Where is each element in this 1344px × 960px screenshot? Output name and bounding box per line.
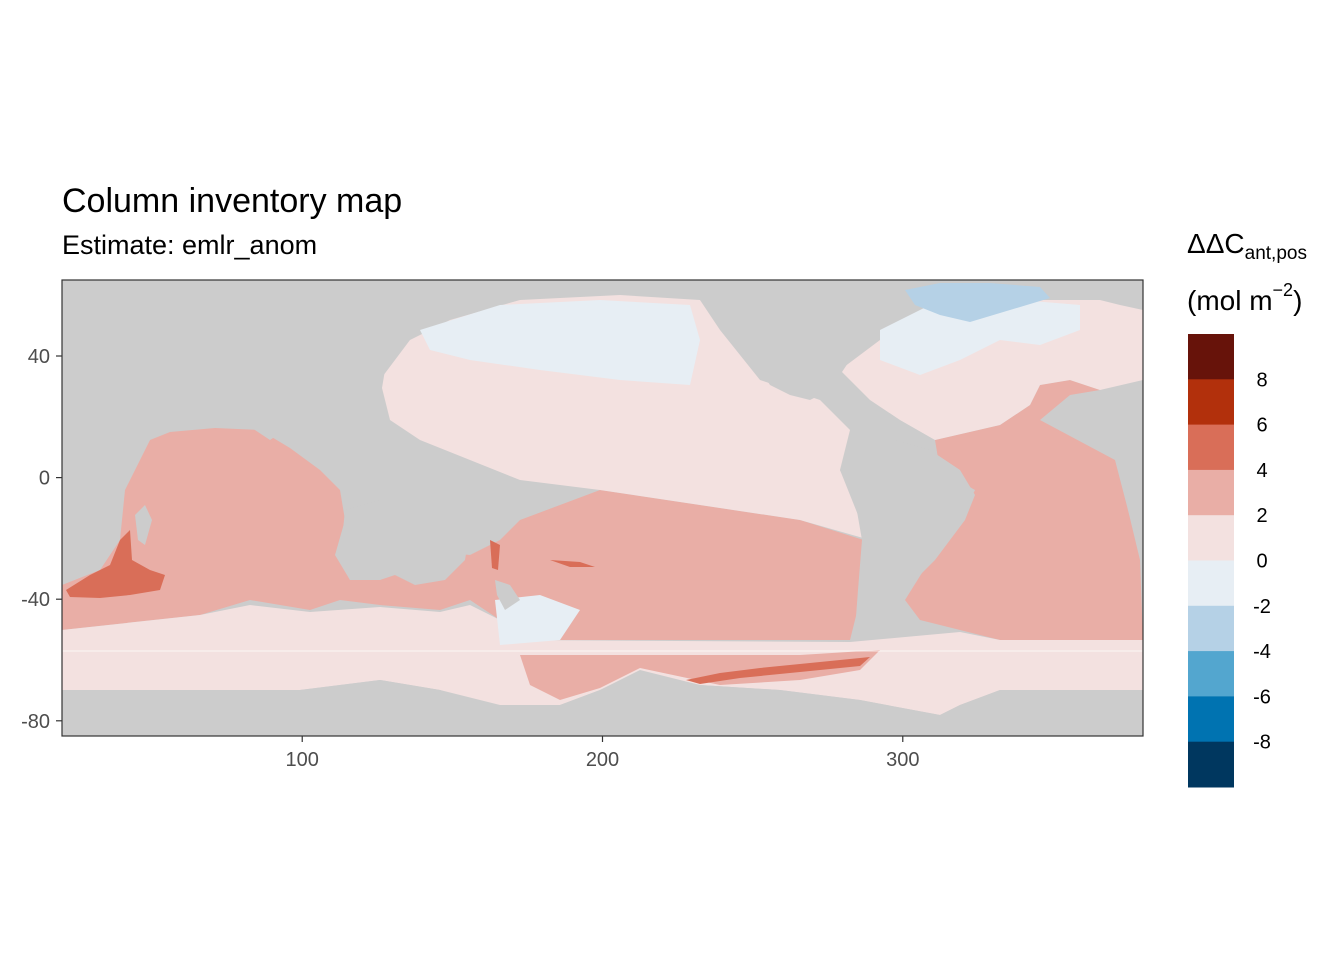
hotspot-agulhas (66, 530, 165, 598)
ocean-regions (62, 283, 1143, 715)
legend-label: 2 (1256, 505, 1267, 527)
legend-label: 4 (1256, 460, 1267, 482)
land-asia (62, 280, 420, 440)
legend-label: -2 (1253, 596, 1271, 618)
chart-title: Column inventory map (62, 182, 403, 220)
legend-swatch (1188, 651, 1234, 697)
legend-label: -4 (1253, 641, 1271, 663)
legend-swatch (1188, 605, 1234, 652)
y-tick-label: -80 (21, 711, 50, 733)
land-north-america (690, 280, 900, 400)
legend-title: ΔΔCant,pos (1187, 228, 1307, 265)
land-antarctica (62, 672, 1143, 736)
x-axis: 100 200 300 (286, 736, 919, 771)
x-tick-label: 300 (886, 749, 919, 771)
legend-swatch (1188, 560, 1234, 607)
land-australia (340, 485, 470, 585)
y-axis: 40 0 -40 -80 (21, 346, 62, 733)
legend-swatch (1188, 696, 1234, 743)
legend-swatch (1188, 379, 1234, 426)
legend-swatch (1188, 741, 1234, 788)
landmasses (62, 280, 1143, 736)
region-indo-pacific-south (62, 428, 870, 640)
legend-label: -6 (1253, 686, 1271, 708)
legend-swatch (1188, 334, 1234, 380)
land-greenland-europe (1090, 280, 1143, 310)
legend-swatch (1188, 424, 1234, 471)
land-indonesia (330, 450, 460, 480)
hotspot-tasman (490, 540, 500, 570)
land-africa-west (1040, 390, 1143, 560)
legend-swatch (1188, 469, 1234, 516)
x-tick-label: 100 (286, 749, 319, 771)
region-southern-negative-1 (495, 595, 580, 645)
legend-unit: (mol m−2) (1187, 280, 1302, 317)
hotspot-southern-pacific (686, 657, 870, 684)
legend-swatch (1188, 515, 1234, 561)
land-madagascar (135, 505, 152, 545)
region-atlantic (905, 380, 1143, 640)
map-panel (61, 279, 1144, 737)
hotspot-south-pacific (550, 560, 595, 567)
land-africa-east-edge (62, 290, 160, 580)
y-tick-label: 0 (39, 468, 50, 490)
legend-unit-prefix: (mol m (1187, 285, 1273, 316)
legend-label: -8 (1253, 732, 1271, 754)
region-arctic-negative (905, 283, 1050, 322)
chart-subtitle: Estimate: emlr_anom (62, 230, 318, 260)
legend-unit-suffix: ) (1293, 285, 1303, 316)
y-tick-label: 40 (28, 346, 50, 368)
legend-label: 0 (1256, 551, 1267, 573)
land-south-america (840, 440, 975, 640)
land-new-zealand (495, 580, 520, 610)
x-tick-label: 200 (586, 749, 619, 771)
region-north-atlantic-negative (880, 300, 1080, 375)
legend-title-main: ΔΔC (1187, 228, 1245, 259)
region-north-pacific-negative (420, 300, 700, 385)
legend-label: 8 (1256, 369, 1267, 391)
y-tick-label: -40 (21, 589, 50, 611)
legend-unit-sup: −2 (1272, 280, 1294, 300)
legend-title-sub: ant,pos (1244, 243, 1307, 264)
region-southern-deep (520, 650, 880, 700)
legend-label: 6 (1256, 415, 1267, 437)
legend-colorbar: 8 6 4 2 0 -2 -4 -6 -8 (1188, 334, 1271, 788)
